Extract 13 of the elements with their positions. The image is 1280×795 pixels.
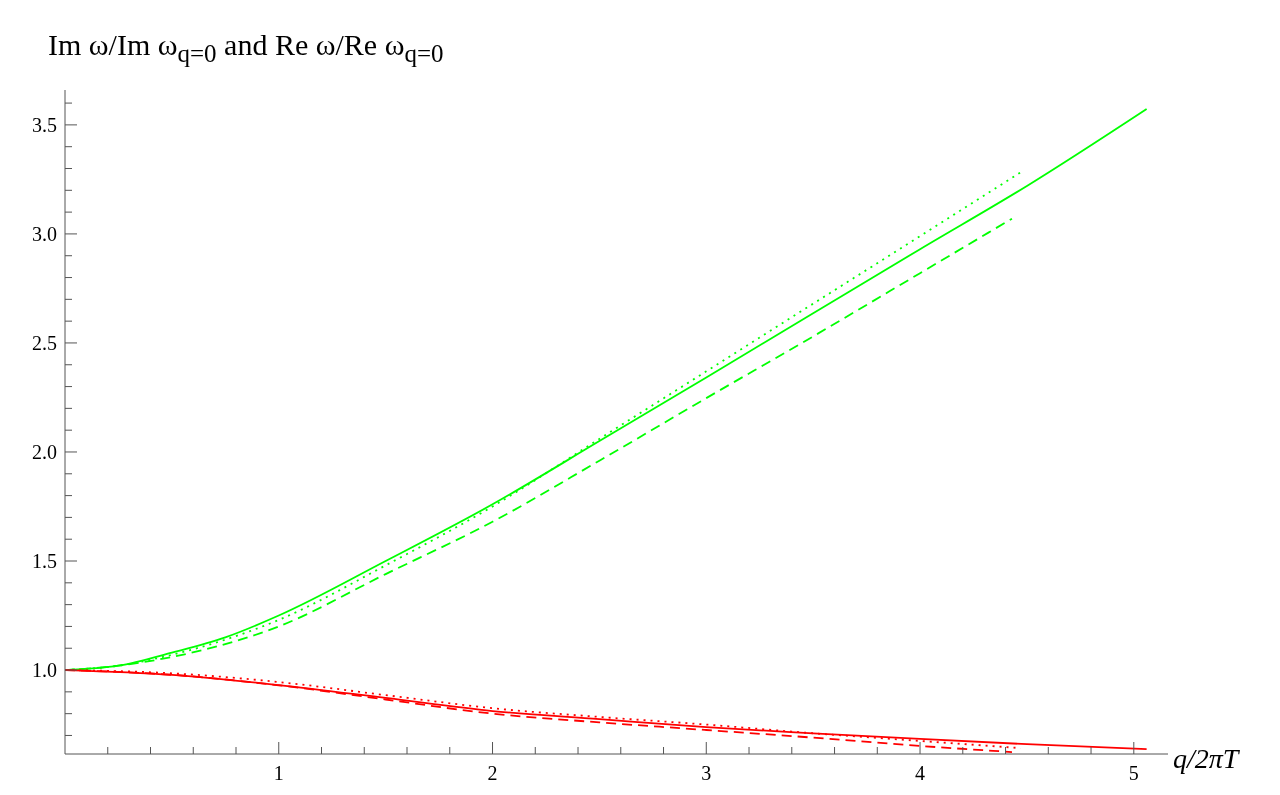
y-tick-label: 1.0	[32, 659, 57, 682]
y-tick-label: 3.0	[32, 222, 57, 245]
x-axis-title: q/2πT	[1173, 743, 1239, 775]
x-tick-label: 4	[915, 762, 926, 784]
y-axis-title: Im ω/Im ω$_{q=0}$ and Re ω/Re ω$_{q=0}$	[48, 28, 444, 68]
x-tick-label: 5	[1128, 762, 1139, 784]
y-tick-label: 2.0	[32, 440, 57, 463]
x-tick-label: 2	[487, 762, 498, 784]
y-tick-label: 1.5	[32, 550, 57, 573]
y-tick-label: 2.5	[32, 331, 57, 354]
y-tick-label: 3.5	[32, 113, 57, 136]
x-tick-label: 1	[273, 762, 284, 784]
x-tick-label: 3	[701, 762, 712, 784]
